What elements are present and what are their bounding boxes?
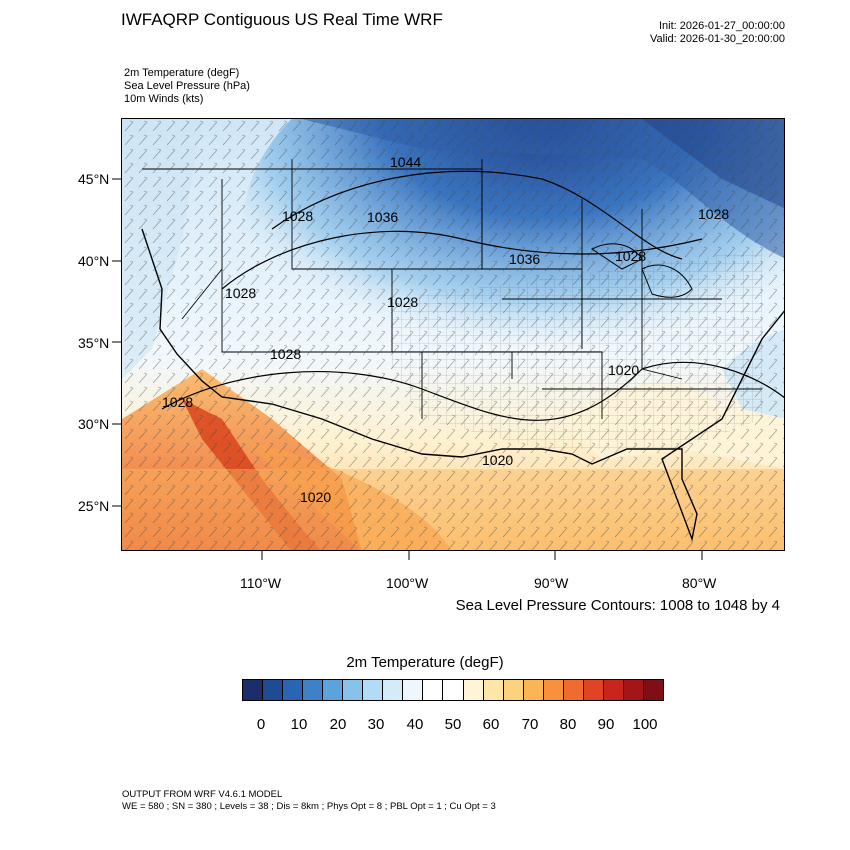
colorbar-swatch — [523, 680, 544, 700]
lon-ticks — [261, 550, 703, 560]
init-time: Init: 2026-01-27_00:00:00 — [659, 20, 785, 32]
colorbar-swatch — [243, 680, 264, 700]
colorbar-swatch — [503, 680, 524, 700]
colorbar-label: 60 — [482, 716, 500, 733]
colorbar-label: 100 — [632, 716, 658, 733]
chart-title: IWFAQRP Contiguous US Real Time WRF — [121, 10, 443, 29]
lat-label-35: 35°N — [78, 335, 110, 351]
colorbar-swatch — [463, 680, 484, 700]
colorbar-label: 0 — [256, 716, 266, 733]
colorbar-label: 90 — [597, 716, 615, 733]
field-label-pressure: Sea Level Pressure (hPa) — [124, 80, 250, 92]
field-label-winds: 10m Winds (kts) — [124, 93, 204, 105]
pressure-label: 1028 — [270, 346, 301, 362]
colorbar-label: 40 — [406, 716, 424, 733]
colorbar-label: 70 — [521, 716, 539, 733]
colorbar-swatch — [363, 680, 384, 700]
pressure-label: 1036 — [509, 251, 540, 267]
valid-time: Valid: 2026-01-30_20:00:00 — [650, 33, 785, 45]
lat-label-25: 25°N — [78, 498, 110, 514]
colorbar-swatch — [603, 680, 624, 700]
colorbar-swatch — [303, 680, 324, 700]
pressure-label: 1020 — [608, 362, 639, 378]
colorbar-label: 20 — [329, 716, 347, 733]
map-canvas: 1044 1036 1028 1028 1028 1028 1036 1028 … — [122, 119, 784, 550]
pressure-label: 1036 — [367, 209, 398, 225]
footer-model: OUTPUT FROM WRF V4.6.1 MODEL — [122, 789, 283, 800]
pressure-label: 1020 — [482, 452, 513, 468]
colorbar-swatch — [623, 680, 644, 700]
lat-label-30: 30°N — [78, 416, 110, 432]
lon-label-80: 80°W — [682, 575, 717, 591]
colorbar-swatch — [263, 680, 284, 700]
colorbar-swatch — [643, 680, 663, 700]
colorbar-swatch — [403, 680, 424, 700]
pressure-label: 1044 — [390, 154, 421, 170]
footer-config: WE = 580 ; SN = 380 ; Levels = 38 ; Dis … — [122, 801, 496, 812]
colorbar-swatch — [583, 680, 604, 700]
wind-barbs — [122, 119, 784, 550]
lat-ticks — [112, 178, 121, 507]
colorbar-swatch — [283, 680, 304, 700]
colorbar-swatch — [423, 680, 444, 700]
temperature-colorbar — [242, 679, 664, 701]
pressure-label: 1028 — [698, 206, 729, 222]
colorbar-label: 80 — [559, 716, 577, 733]
pressure-label: 1028 — [615, 248, 646, 264]
pressure-label: 1028 — [282, 208, 313, 224]
colorbar-swatch — [343, 680, 364, 700]
pressure-contours — [161, 170, 784, 421]
colorbar-swatch — [383, 680, 404, 700]
pressure-label: 1020 — [300, 489, 331, 505]
lat-label-45: 45°N — [78, 171, 110, 187]
lon-label-100: 100°W — [386, 575, 429, 591]
pressure-label: 1028 — [225, 285, 256, 301]
colorbar-label: 10 — [290, 716, 308, 733]
lat-label-40: 40°N — [78, 253, 110, 269]
colorbar-swatch — [323, 680, 344, 700]
field-label-temperature: 2m Temperature (degF) — [124, 67, 240, 79]
colorbar-label: 50 — [444, 716, 462, 733]
contour-info: Sea Level Pressure Contours: 1008 to 104… — [455, 597, 780, 614]
colorbar-swatch — [443, 680, 464, 700]
colorbar-swatch — [543, 680, 564, 700]
lon-label-90: 90°W — [534, 575, 569, 591]
lon-label-110: 110°W — [240, 575, 282, 591]
colorbar-title: 2m Temperature (degF) — [346, 654, 504, 671]
colorbar-swatch — [563, 680, 584, 700]
pressure-label: 1028 — [162, 394, 193, 410]
temperature-map: 1044 1036 1028 1028 1028 1028 1036 1028 … — [121, 118, 785, 551]
colorbar-label: 30 — [367, 716, 385, 733]
pressure-label: 1028 — [387, 294, 418, 310]
colorbar-swatch — [483, 680, 504, 700]
